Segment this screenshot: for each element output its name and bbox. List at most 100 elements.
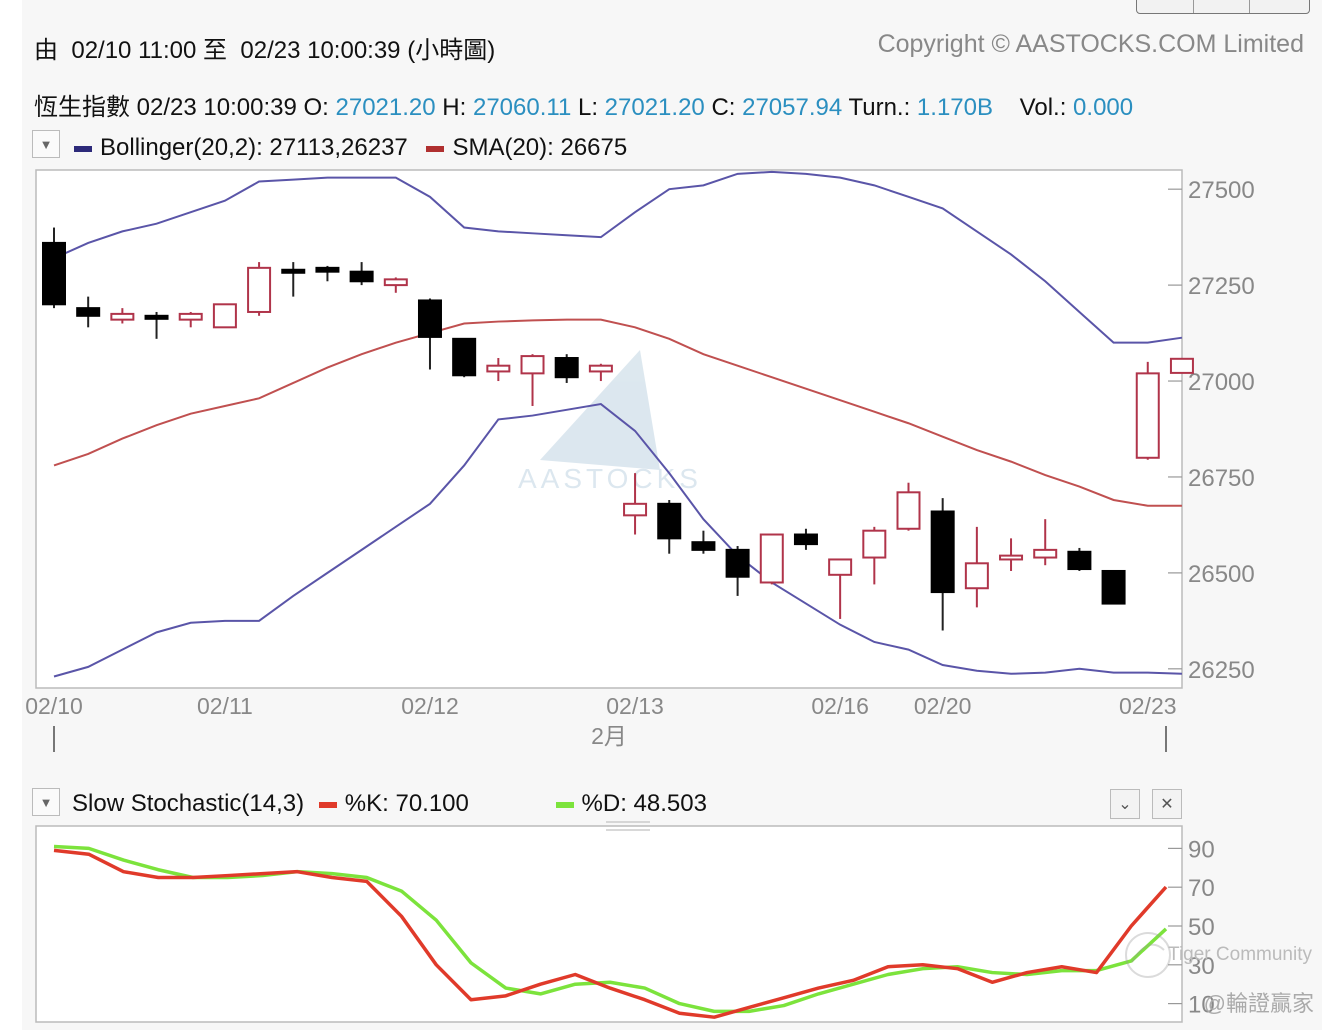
- y-tick-label: 27250: [1188, 273, 1255, 300]
- candle: [42, 227, 66, 309]
- quote-time: 02/23 10:00:39: [136, 94, 297, 121]
- candle-body: [657, 502, 682, 540]
- candle: [828, 558, 853, 619]
- candle: [281, 262, 306, 297]
- candle: [964, 526, 989, 608]
- date-range: 由 02/10 11:00 至 02/23 10:00:39 (小時圖): [34, 30, 495, 65]
- candle-body: [725, 548, 750, 578]
- candle: [725, 546, 750, 596]
- candle-body: [520, 355, 545, 375]
- candle: [691, 530, 716, 554]
- price-chart[interactable]: AASTOCKS 27500 27250 27000 26750 26500 26250 02…: [0, 0, 1340, 770]
- d-line: [53, 844, 1168, 1014]
- plot-area: [35, 169, 1183, 689]
- stoch-y-tick-label: 50: [1188, 914, 1215, 941]
- d-legend: %D: 48.503: [581, 790, 707, 817]
- y-tick-label: 26750: [1188, 465, 1255, 492]
- y-tick-label: 27500: [1188, 177, 1255, 204]
- candle: [247, 262, 272, 316]
- candle-body: [76, 307, 101, 317]
- candle: [1135, 361, 1160, 460]
- candle-body: [1067, 550, 1092, 571]
- range-prefix: 由: [34, 37, 58, 64]
- bollinger-swatch: [74, 145, 92, 152]
- range-to-word: 至: [203, 37, 228, 64]
- volume-label: Vol.:: [1019, 94, 1067, 121]
- aastocks-logo-icon: [540, 350, 660, 470]
- sma-line: [53, 318, 1182, 507]
- turnover-value: 1.170B: [916, 94, 993, 121]
- x-tick-label: 02/11: [197, 693, 253, 719]
- candle-body: [383, 278, 408, 287]
- x-tick-label: 02/20: [914, 693, 972, 719]
- bollinger-upper-line: [53, 170, 1183, 344]
- stoch-y-tick-label: 90: [1188, 836, 1215, 863]
- candle-body: [1033, 548, 1058, 559]
- tiger-logo-icon: [1125, 932, 1171, 978]
- range-from: 02/10 11:00: [71, 37, 197, 64]
- candle: [383, 277, 408, 293]
- k-line: [53, 848, 1168, 1019]
- dropdown-arrow-icon: ▼: [39, 136, 53, 152]
- collapse-button[interactable]: ⌄: [1110, 789, 1140, 819]
- candle-body: [486, 364, 511, 373]
- candle: [1033, 519, 1058, 566]
- aastocks-watermark: AASTOCKS: [518, 350, 698, 494]
- candle-body: [793, 533, 818, 546]
- volume-value: 0.000: [1073, 94, 1134, 121]
- corner-watermark: @輪證贏家: [1203, 991, 1314, 1016]
- candle-body: [349, 270, 374, 283]
- y-tick-label: 27000: [1188, 369, 1255, 396]
- quote-line: 恆生指數 02/23 10:00:39 O: 27021.20 H: 27060…: [34, 87, 1133, 122]
- candle: [486, 358, 511, 382]
- candle-body: [212, 303, 237, 329]
- d-swatch: [555, 801, 574, 808]
- candle-body: [964, 562, 989, 590]
- candle: [862, 526, 887, 585]
- index-name: 恆生指數: [34, 94, 130, 121]
- main-indicator-dropdown[interactable]: ▼: [32, 130, 60, 158]
- candle-body: [930, 510, 955, 594]
- lower-legend: Slow Stochastic(14,3) %K: 70.100 %D: 48.…: [72, 790, 707, 818]
- candle-body: [862, 529, 887, 559]
- close-panel-button[interactable]: ✕: [1152, 789, 1182, 819]
- candle: [554, 354, 579, 383]
- range-suffix: (小時圖): [407, 37, 496, 64]
- candle-body: [178, 312, 203, 321]
- candle-body: [144, 314, 169, 320]
- high-value: 27060.11: [472, 94, 572, 121]
- tiger-logo-ring: [1125, 932, 1171, 978]
- open-value: 27021.20: [335, 94, 436, 121]
- candle: [212, 303, 237, 329]
- main-legend: Bollinger(20,2): 27113,26237 SMA(20): 26…: [62, 134, 627, 162]
- candle: [999, 538, 1024, 571]
- candle-body: [315, 266, 340, 273]
- candle: [896, 482, 921, 531]
- candle: [623, 473, 648, 535]
- close-value: 27057.94: [742, 94, 843, 121]
- candle-body: [554, 357, 579, 379]
- stoch-y-tick-label: 10: [1188, 992, 1215, 1019]
- x-tick-label: 02/13: [606, 693, 664, 719]
- lower-indicator-dropdown[interactable]: ▼: [32, 788, 60, 816]
- x-tick-label: 02/12: [401, 693, 459, 719]
- toolbar-stub[interactable]: [1136, 0, 1310, 14]
- chevron-down-icon: ⌄: [1118, 796, 1132, 813]
- candle-body: [691, 541, 716, 551]
- candle-body: [1135, 372, 1160, 459]
- candle-body: [281, 268, 306, 274]
- candle: [110, 308, 135, 324]
- candle: [793, 528, 818, 550]
- close-icon: ✕: [1160, 796, 1174, 813]
- candle: [588, 363, 613, 382]
- stoch-plot-area: [35, 825, 1183, 1023]
- close-label: C:: [711, 94, 736, 121]
- candle: [1169, 357, 1194, 374]
- candle: [178, 311, 203, 328]
- candle: [144, 311, 169, 339]
- candle-body: [623, 502, 648, 517]
- candle-body: [110, 312, 135, 321]
- range-to: 02/23 10:00:39: [240, 37, 401, 64]
- candle-body: [1101, 569, 1126, 605]
